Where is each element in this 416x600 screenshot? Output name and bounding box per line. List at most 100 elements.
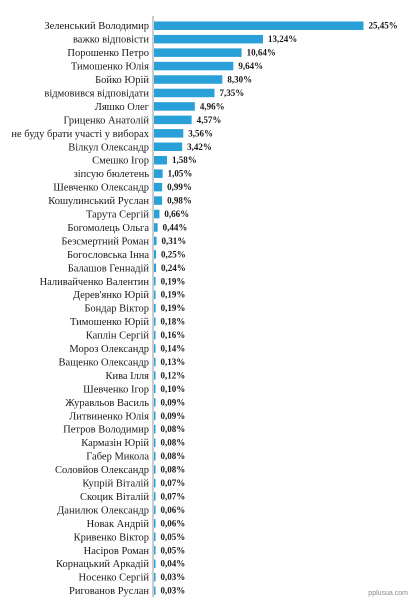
category-label: відмовився відповідати: [44, 88, 149, 99]
value-label: 3,56%: [188, 128, 213, 138]
bar: [154, 586, 156, 595]
value-label: 0,19%: [161, 276, 186, 286]
category-label: Кошулинський Руслан: [48, 196, 149, 207]
bar: [154, 169, 163, 178]
category-label: Каплін Сергій: [86, 331, 150, 342]
bar: [154, 182, 163, 192]
value-label: 0,19%: [161, 303, 186, 313]
category-label: Мороз Олександр: [69, 344, 149, 355]
bar: [154, 21, 364, 30]
category-label: Журавльов Василь: [65, 398, 149, 409]
value-label: 25,45%: [368, 21, 397, 31]
watermark: pplusua.com: [368, 590, 408, 597]
bar: [154, 290, 156, 299]
value-label: 4,96%: [200, 101, 225, 111]
bar: [154, 384, 156, 394]
value-label: 9,64%: [238, 61, 263, 71]
value-label: 0,12%: [161, 370, 186, 380]
value-label: 3,42%: [187, 142, 212, 152]
value-label: 0,06%: [161, 518, 186, 528]
bar: [154, 532, 156, 542]
value-label: 0,07%: [161, 478, 186, 488]
value-label: 0,18%: [161, 317, 186, 327]
bar: [154, 277, 156, 286]
bar: [154, 88, 215, 98]
value-label: 8,30%: [227, 75, 252, 85]
bar: [154, 546, 156, 555]
bar: [154, 263, 156, 273]
value-label: 0,08%: [161, 424, 186, 434]
value-label: 0,05%: [161, 545, 186, 555]
value-label: 0,04%: [161, 559, 186, 569]
bar: [154, 250, 157, 259]
value-label: 0,09%: [161, 411, 186, 421]
category-label: Новак Андрій: [87, 519, 150, 530]
value-label: 7,35%: [219, 88, 244, 98]
category-label: Бондар Віктор: [84, 304, 149, 315]
value-label: 0,44%: [163, 222, 188, 232]
value-label: 0,06%: [161, 505, 186, 515]
value-label: 0,14%: [161, 344, 186, 354]
bar: [154, 196, 163, 205]
bar: [154, 344, 156, 353]
value-label: 1,05%: [168, 169, 193, 179]
value-label: 0,31%: [162, 236, 187, 246]
value-label: 0,08%: [161, 451, 186, 461]
category-label: Данилюк Олександр: [57, 505, 149, 516]
value-label: 4,57%: [197, 115, 222, 125]
bar: [154, 451, 156, 461]
value-label: 0,10%: [161, 384, 186, 394]
category-label: Тимошенко Юлія: [71, 62, 149, 73]
category-label: Наливайченко Валентин: [40, 277, 150, 288]
bar: [154, 75, 223, 84]
bar: [154, 492, 156, 501]
value-label: 0,08%: [161, 438, 186, 448]
category-label: Носенко Сергій: [79, 573, 150, 584]
value-label: 0,03%: [161, 572, 186, 582]
bar: [154, 424, 156, 434]
category-label: не буду брати участі у виборах: [11, 129, 149, 140]
value-label: 0,66%: [164, 209, 189, 219]
bar: [154, 61, 234, 71]
category-label: Зеленський Володимир: [44, 21, 149, 32]
category-label: Кривенко Віктор: [74, 532, 149, 543]
category-label: Кива Ілля: [105, 371, 149, 382]
bar: [154, 505, 156, 515]
category-label: Бойко Юрій: [95, 75, 149, 86]
category-label: Литвиненко Юлія: [69, 411, 149, 422]
bar: [154, 465, 156, 474]
bar: [154, 357, 156, 367]
value-label: 0,07%: [161, 491, 186, 501]
bar: [154, 411, 156, 421]
category-label: Шевченко Олександр: [53, 183, 149, 194]
bar: [154, 438, 156, 447]
category-label: Насіров Роман: [84, 546, 150, 557]
bar: [154, 317, 156, 326]
bar: [154, 142, 183, 152]
bar: [154, 34, 263, 44]
bar: [154, 330, 156, 340]
value-label: 0,16%: [161, 330, 186, 340]
value-label: 0,09%: [161, 397, 186, 407]
category-label: Кармазін Юрій: [81, 438, 149, 449]
bar: [154, 102, 195, 111]
bar: [154, 223, 158, 232]
category-label: Петров Володимир: [63, 425, 149, 436]
category-label: Дерев'янко Юрій: [73, 290, 150, 301]
value-label: 13,24%: [268, 34, 297, 44]
value-label: 0,24%: [161, 263, 186, 273]
category-label: Ригованов Руслан: [69, 586, 149, 597]
bar: [154, 236, 157, 246]
bar: [154, 48, 242, 57]
category-label: важко відповісти: [73, 35, 149, 46]
value-label: 0,99%: [167, 182, 192, 192]
bar: [154, 519, 156, 528]
category-label: Ляшко Олег: [95, 102, 150, 113]
category-label: зіпсую бюлетень: [74, 169, 150, 180]
value-label: 0,13%: [161, 357, 186, 367]
bar: [154, 155, 168, 165]
category-label: Скоцик Віталій: [80, 492, 149, 503]
bar: [154, 303, 156, 313]
category-label: Габер Микола: [86, 452, 149, 463]
